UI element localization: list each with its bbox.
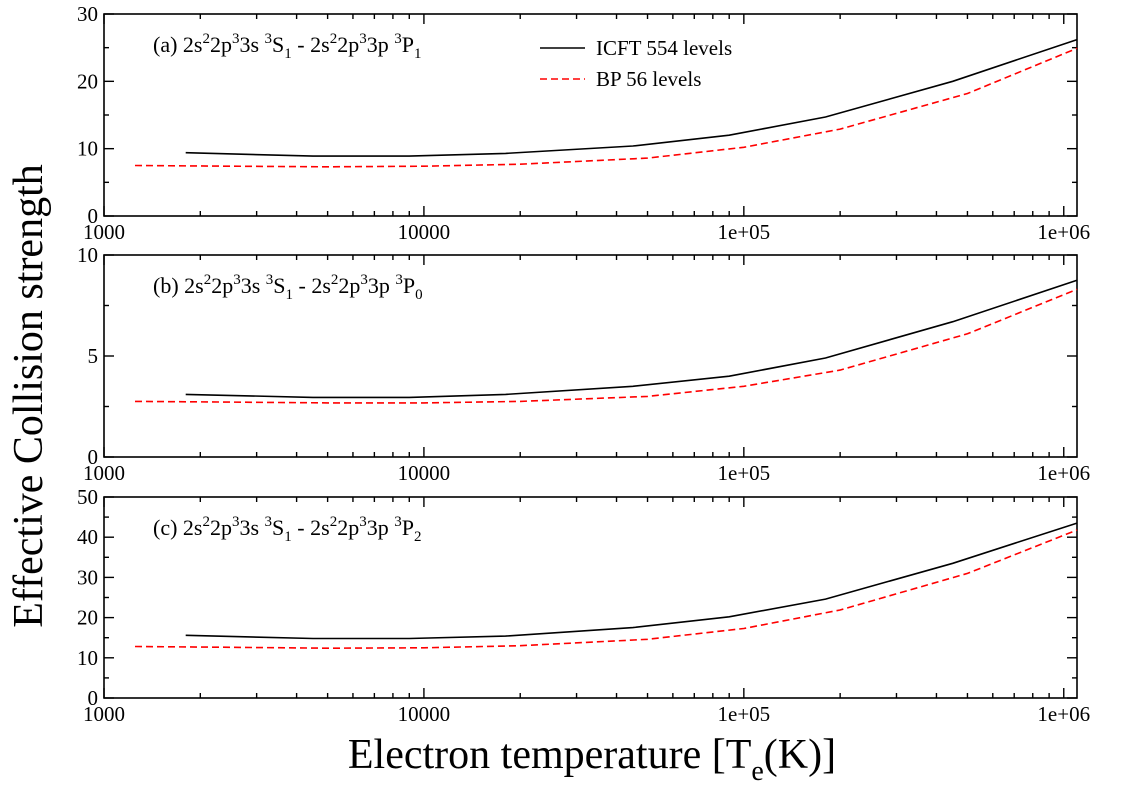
x-tick-label: 1e+05 (718, 461, 771, 485)
y-tick-label: 0 (88, 204, 99, 228)
series-line-bp (134, 47, 1078, 168)
series-line-icft (185, 522, 1078, 640)
panel-1: 1000 10000 1e+05 1e+06 0 10 20 30 (a) 2s22p33s 3… (77, 2, 1090, 244)
y-tick-label: 30 (77, 2, 98, 26)
y-tick-label: 0 (88, 445, 99, 469)
x-tick-label: 1000 (83, 461, 125, 485)
x-tick-label: 10000 (398, 220, 451, 244)
x-tick-label: 10000 (398, 702, 451, 726)
x-tick-label: 1e+06 (1037, 220, 1090, 244)
x-tick-label: 1e+05 (718, 702, 771, 726)
y-tick-label: 30 (77, 565, 98, 589)
y-tick-label: 10 (77, 137, 98, 161)
panel-label: (a) 2s22p33s 3S1 - 2s22p33p 3P1 (153, 31, 421, 62)
y-tick-label: 10 (77, 646, 98, 670)
x-tick-label: 1e+05 (718, 220, 771, 244)
panel-2: 1000 10000 1e+05 1e+06 0 5 10 (b) 2s22p33s 3S1 … (77, 243, 1090, 485)
series-line-icft (185, 38, 1078, 157)
x-axis-title: Electron temperature [Te(K)] (348, 732, 836, 787)
series-line-icft (185, 279, 1078, 399)
y-tick-label: 10 (77, 243, 98, 267)
y-tick-label: 20 (77, 69, 98, 93)
y-tick-label: 5 (88, 344, 99, 368)
series-line-bp (134, 288, 1078, 404)
series-line-bp (134, 529, 1078, 650)
x-tick-label: 1e+06 (1037, 702, 1090, 726)
x-tick-label: 1000 (83, 702, 125, 726)
y-tick-label: 40 (77, 525, 98, 549)
y-tick-label: 0 (88, 686, 99, 710)
y-tick-label: 20 (77, 606, 98, 630)
legend-entry: BP 56 levels (596, 67, 701, 91)
legend: ICFT 554 levels BP 56 levels (540, 36, 732, 91)
legend-entry: ICFT 554 levels (596, 36, 732, 60)
panel-label: (c) 2s22p33s 3S1 - 2s22p33p 3P2 (153, 514, 421, 545)
panel-3: 1000 10000 1e+05 1e+06 0 10 20 30 40 50 (c) 2s22p3… (77, 485, 1090, 726)
x-tick-label: 1000 (83, 220, 125, 244)
panel-label: (b) 2s22p33s 3S1 - 2s22p33p 3P0 (153, 272, 423, 303)
x-tick-label: 10000 (398, 461, 451, 485)
y-axis-title: Effective Collision strength (6, 164, 52, 627)
x-tick-label: 1e+06 (1037, 461, 1090, 485)
y-tick-label: 50 (77, 485, 98, 509)
